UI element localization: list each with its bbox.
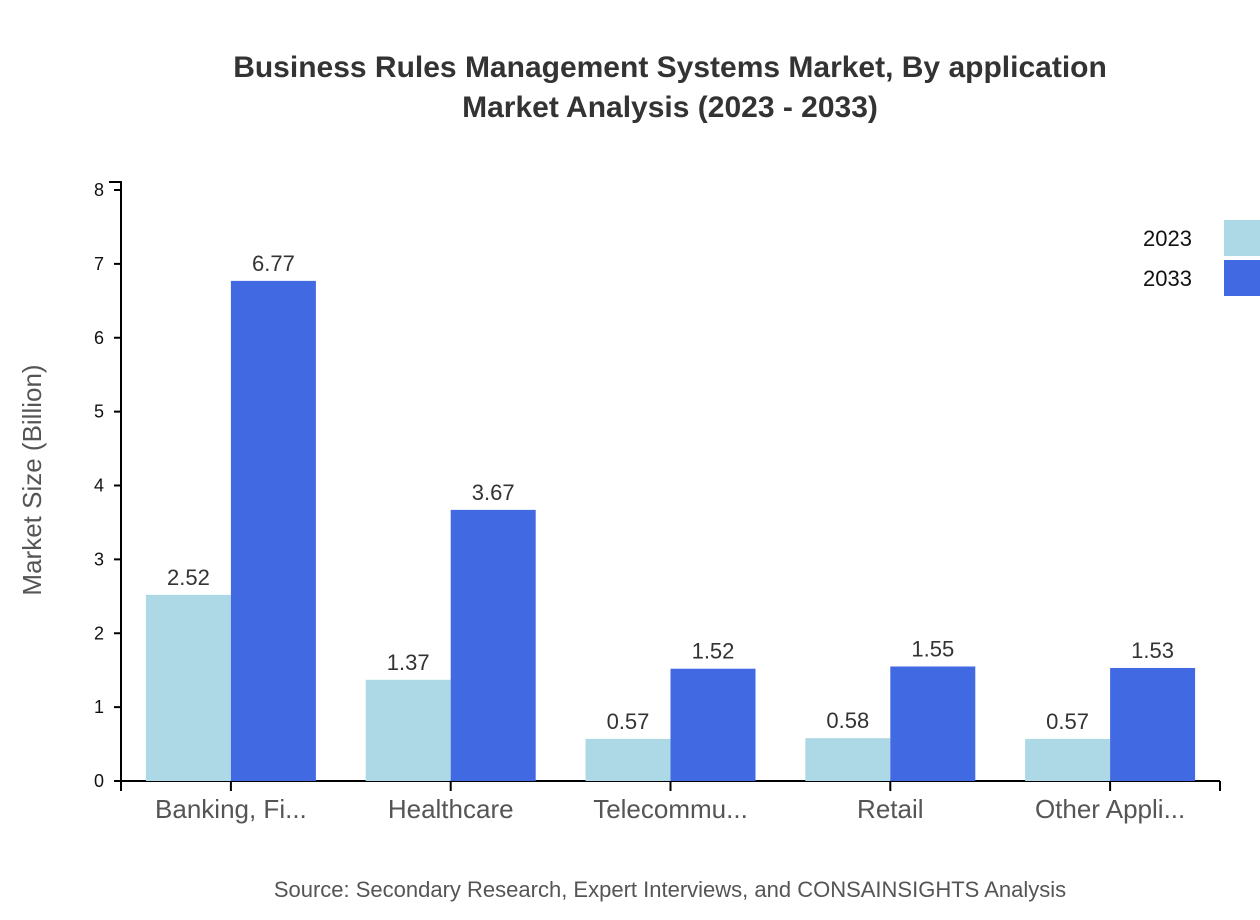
bar-value-label: 1.52	[692, 639, 735, 664]
y-tick-label: 6	[94, 328, 104, 348]
bar-value-label: 2.52	[167, 565, 210, 590]
bar-2023	[805, 738, 891, 781]
bar-value-label: 6.77	[252, 251, 295, 276]
bar-2033	[890, 666, 976, 781]
bar-value-label: 3.67	[472, 480, 515, 505]
y-tick-label: 8	[94, 180, 104, 200]
y-axis: 0 1 2 3 4 5 6 7 8	[94, 180, 122, 791]
source-note: Source: Secondary Research, Expert Inter…	[273, 877, 1067, 902]
y-tick-label: 4	[94, 476, 104, 496]
bar-2033	[450, 509, 536, 781]
bar-value-label: 1.55	[911, 636, 954, 661]
bar-2023	[365, 679, 451, 781]
y-tick-label: 1	[94, 697, 104, 717]
y-tick-label: 5	[94, 402, 104, 422]
y-tick-label: 2	[94, 623, 104, 643]
bar-2023	[145, 594, 231, 781]
legend: 2023 2033	[1143, 220, 1260, 296]
bar-value-label: 1.53	[1131, 638, 1174, 663]
bar-2023	[585, 738, 671, 781]
x-category-label: Telecommu...	[593, 794, 748, 824]
bar-value-label: 0.58	[826, 708, 869, 733]
legend-label-2033: 2033	[1143, 266, 1192, 291]
bar-2033	[670, 668, 756, 781]
y-tick-label: 0	[94, 771, 104, 791]
y-tick-label: 7	[94, 254, 104, 274]
bar-value-label: 0.57	[1046, 709, 1089, 734]
bar-value-label: 0.57	[607, 709, 650, 734]
bars: 2.52 6.77 1.37 3.67 0.57 1.52 0.58 1.55 0.57 1.53	[145, 251, 1196, 781]
x-category-label: Other Appli...	[1035, 794, 1185, 824]
y-axis-title: Market Size (Billion)	[17, 364, 47, 595]
legend-swatch-2023	[1224, 220, 1260, 256]
x-axis: Banking, Fi... Healthcare Telecommu... Reta…	[120, 780, 1221, 824]
x-category-label: Banking, Fi...	[155, 794, 307, 824]
chart-title-line1: Business Rules Management Systems Market…	[233, 51, 1107, 84]
bar-value-label: 1.37	[387, 650, 430, 675]
y-tick-label: 3	[94, 549, 104, 569]
bar-2033	[230, 280, 316, 781]
x-category-label: Retail	[857, 794, 923, 824]
legend-label-2023: 2023	[1143, 226, 1192, 251]
legend-swatch-2033	[1224, 260, 1260, 296]
x-category-label: Healthcare	[388, 794, 514, 824]
bar-2023	[1025, 738, 1111, 781]
chart-title-line2: Market Analysis (2023 - 2033)	[462, 91, 878, 124]
bar-2033	[1110, 667, 1196, 781]
